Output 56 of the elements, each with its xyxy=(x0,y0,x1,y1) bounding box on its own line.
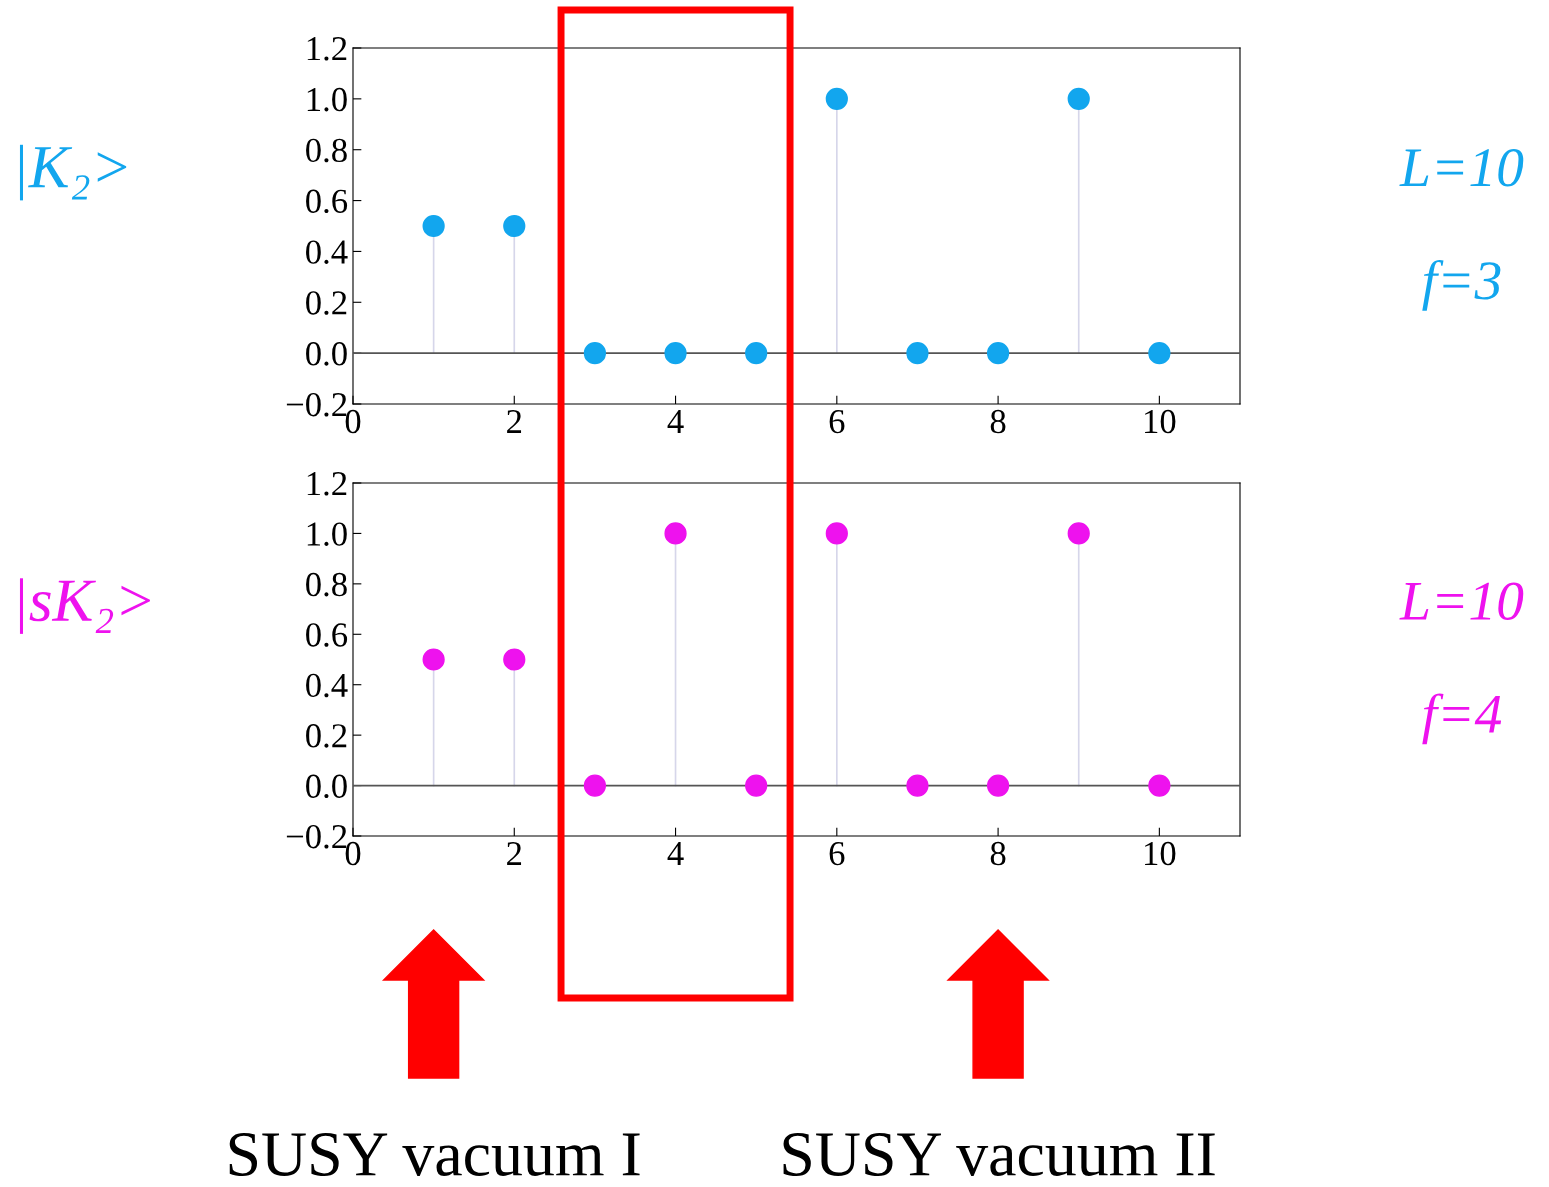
point xyxy=(745,342,768,365)
point xyxy=(906,342,929,365)
y-tick-label: 0.4 xyxy=(306,673,348,698)
y-tick-label: 0.0 xyxy=(306,342,347,366)
point xyxy=(745,774,768,797)
point xyxy=(986,342,1010,365)
text: L=10 xyxy=(1399,149,1524,187)
y-tick-label: 1.2 xyxy=(307,37,347,61)
point xyxy=(503,648,526,671)
point xyxy=(422,648,445,671)
y-tick-label: 1.2 xyxy=(307,472,347,496)
point xyxy=(583,342,607,365)
x-tick-label: 0 xyxy=(345,841,361,866)
text: SUSY vacuum II xyxy=(783,1133,1215,1176)
text: SUSY vacuum I xyxy=(229,1133,640,1176)
point xyxy=(825,87,848,110)
point xyxy=(825,522,848,545)
point xyxy=(1148,774,1171,797)
x-tick-label: 10 xyxy=(1145,409,1176,434)
text: L=10 xyxy=(1399,582,1524,620)
text: f=3 xyxy=(1422,259,1501,311)
text: f=4 xyxy=(1422,693,1502,745)
y-tick-label: 0.2 xyxy=(306,291,347,315)
y-tick-label: 0.2 xyxy=(306,724,347,748)
x-tick-label: 6 xyxy=(829,841,845,866)
text: |sK₂> xyxy=(19,578,150,634)
y-tick-label: 0.8 xyxy=(306,572,347,597)
point xyxy=(1067,87,1090,110)
point xyxy=(503,214,526,238)
y-tick-label: −0.2 xyxy=(286,824,347,849)
x-tick-label: 4 xyxy=(667,842,684,865)
point xyxy=(664,342,687,365)
text: |K₂> xyxy=(19,144,127,201)
point xyxy=(986,774,1010,797)
x-tick-label: 8 xyxy=(990,409,1006,434)
point xyxy=(1148,342,1171,365)
y-tick-label: 1.0 xyxy=(307,522,347,546)
point xyxy=(906,774,929,797)
y-tick-label: −0.2 xyxy=(286,392,347,417)
point xyxy=(1067,522,1090,545)
x-tick-label: 4 xyxy=(667,410,684,433)
point xyxy=(422,214,445,238)
x-tick-label: 10 xyxy=(1145,841,1176,866)
y-tick-label: 0.6 xyxy=(306,623,348,647)
point xyxy=(583,774,607,797)
x-tick-label: 2 xyxy=(507,841,522,865)
y-tick-label: 0.4 xyxy=(306,240,348,264)
x-tick-label: 8 xyxy=(990,841,1006,866)
y-tick-label: 1.0 xyxy=(307,87,347,112)
y-tick-label: 0.6 xyxy=(306,189,348,214)
x-tick-label: 0 xyxy=(345,409,361,434)
point xyxy=(664,522,687,545)
x-tick-label: 2 xyxy=(507,409,522,433)
y-tick-label: 0.0 xyxy=(306,774,347,799)
x-tick-label: 6 xyxy=(829,409,845,434)
y-tick-label: 0.8 xyxy=(306,138,347,163)
